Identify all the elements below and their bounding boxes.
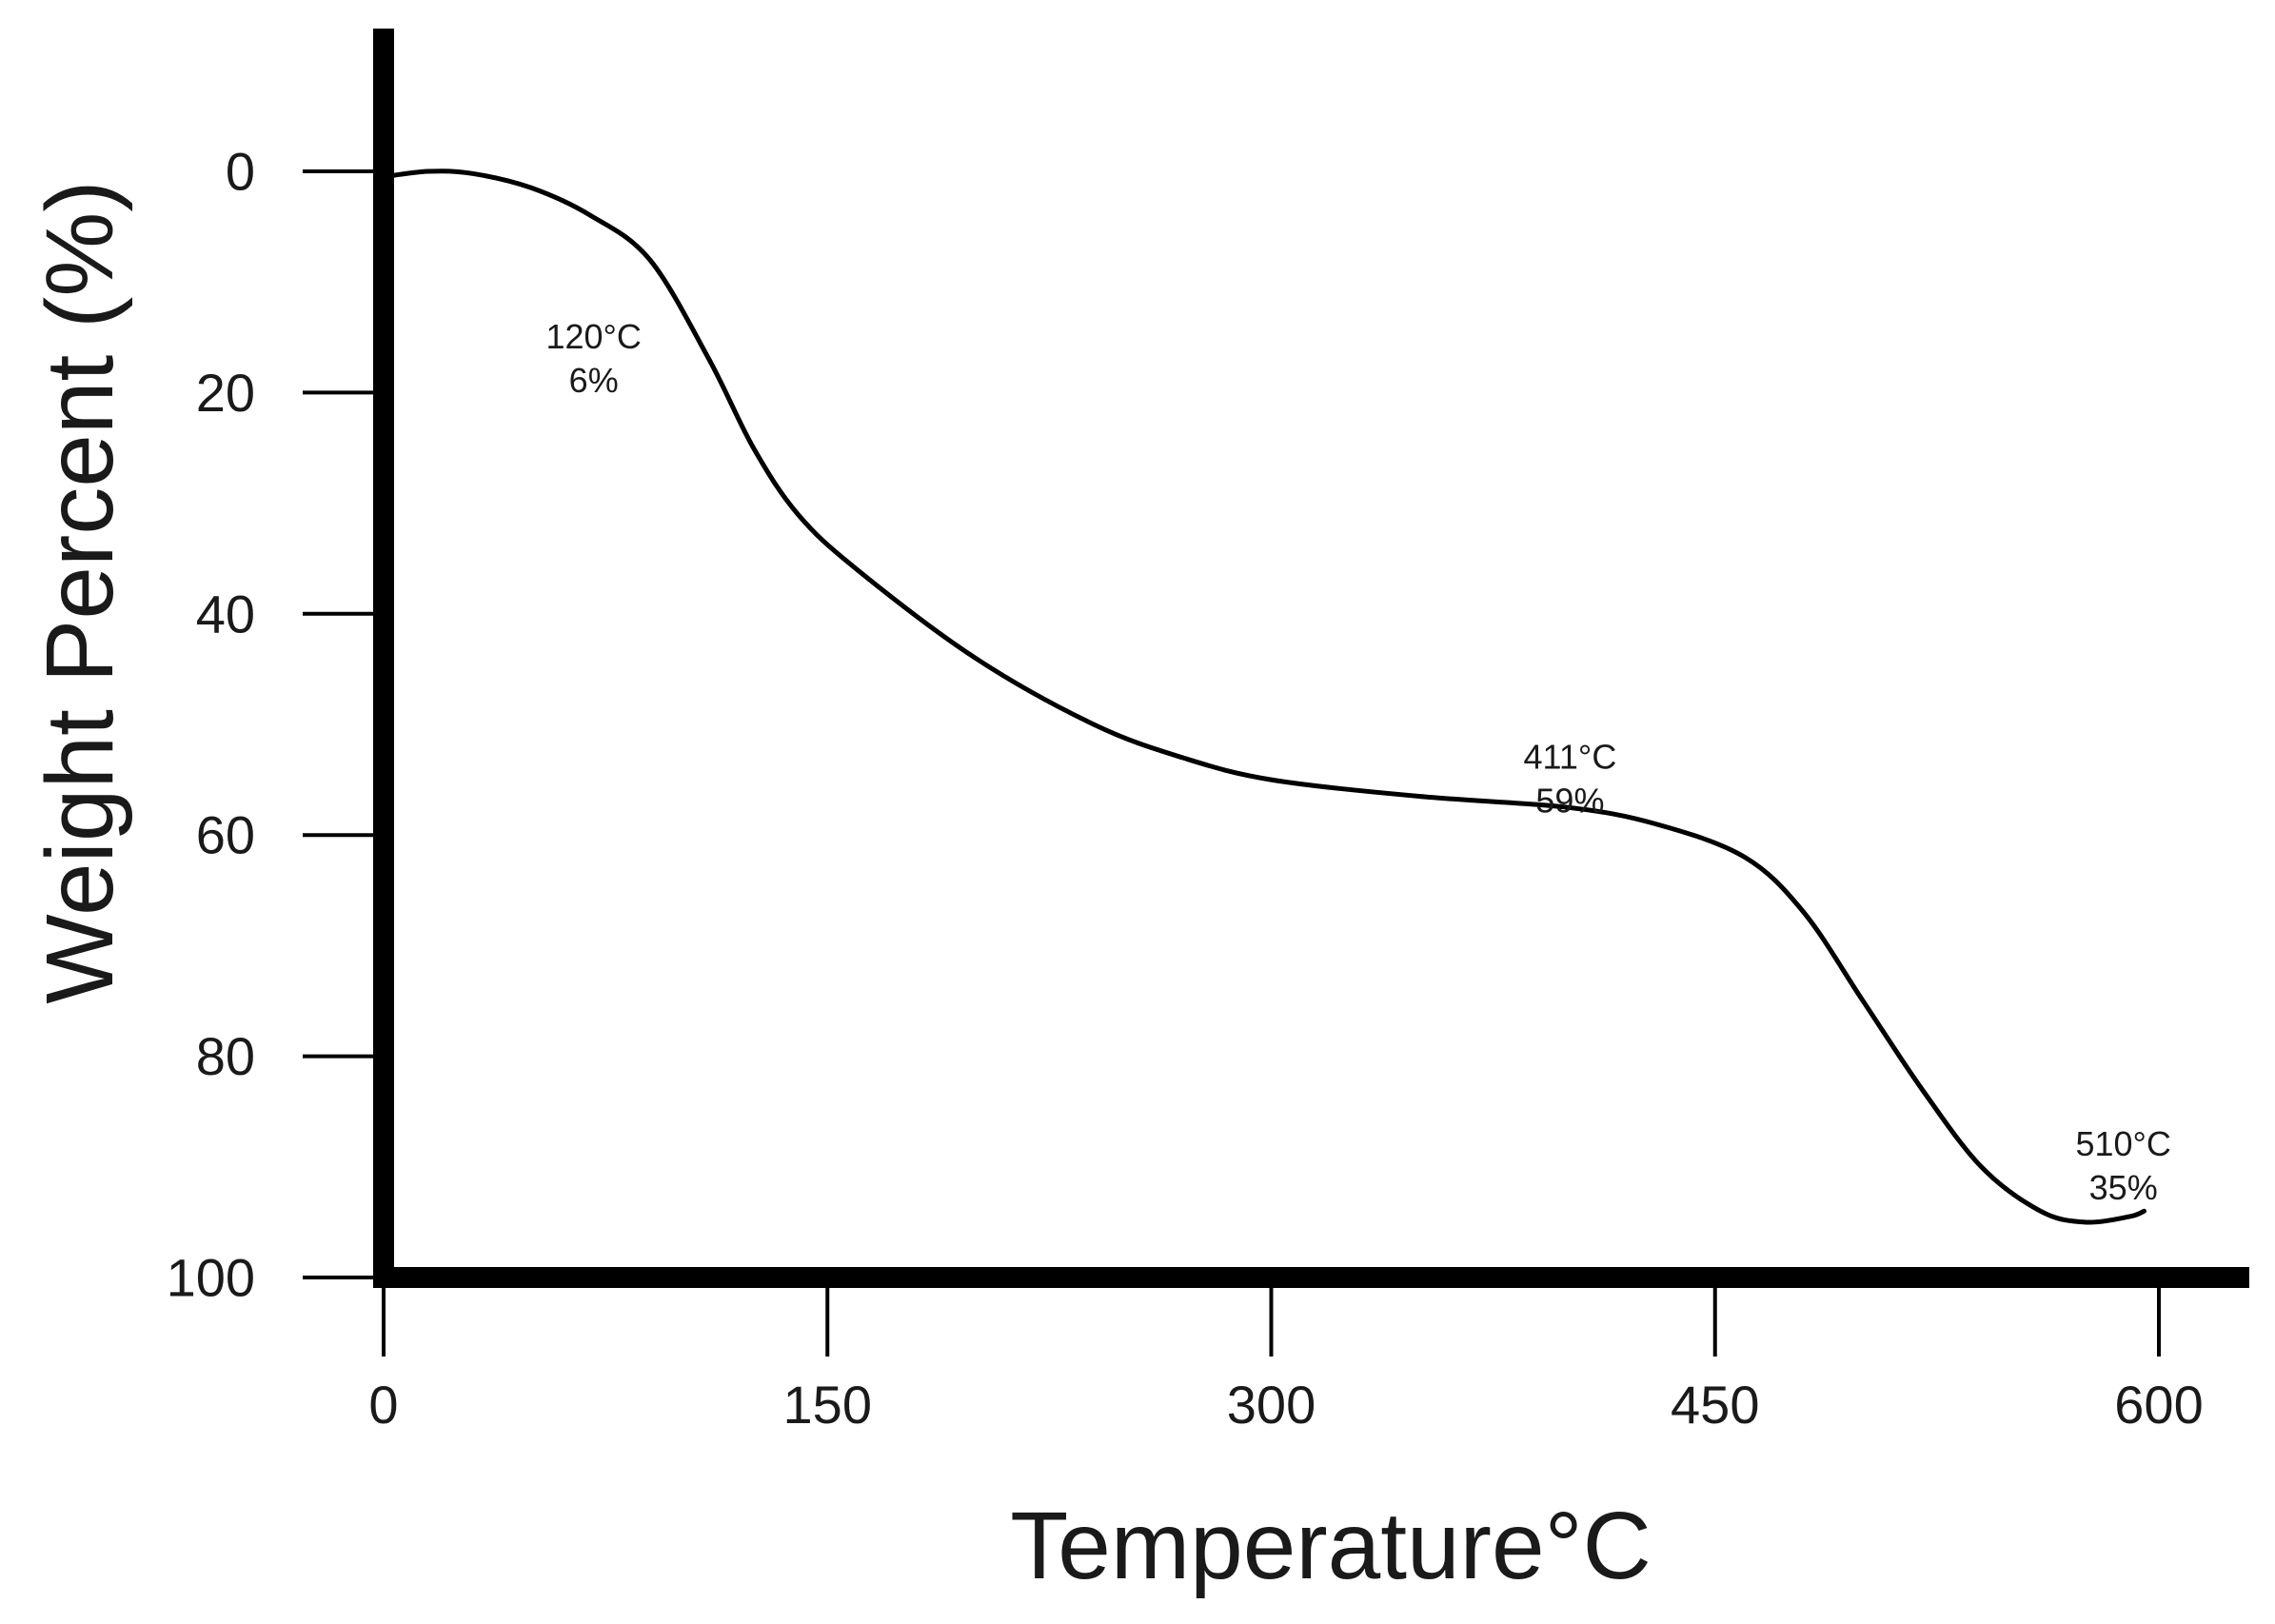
y-tick-label: 0 (226, 142, 255, 202)
y-tick-label: 60 (196, 805, 255, 865)
annotation-label: 510°C 35% (2075, 1124, 2170, 1207)
y-tick-label: 40 (196, 584, 255, 644)
x-axis-ticks: 0 150 300 450 600 (368, 1277, 2204, 1435)
y-axis-title: Weight Percent (%) (27, 180, 133, 1003)
y-tick-label: 80 (196, 1026, 255, 1086)
x-tick-label: 300 (1227, 1375, 1316, 1435)
annotation-label: 120°C 6% (545, 317, 641, 400)
annotations: 120°C 6% 411°C 59% 510°C 35% (545, 317, 2170, 1207)
x-tick-label: 450 (1671, 1375, 1759, 1435)
x-tick-label: 0 (368, 1375, 398, 1435)
weight-loss-curve (381, 168, 2146, 1225)
x-axis-title: Temperature°C (1010, 1493, 1652, 1599)
y-axis-ticks: 0 20 40 60 80 100 (167, 142, 384, 1308)
annotation-label: 411°C 59% (1524, 737, 1617, 820)
y-tick-label: 100 (167, 1248, 255, 1308)
y-tick-label: 20 (196, 363, 255, 423)
x-tick-label: 150 (783, 1375, 872, 1435)
x-tick-label: 600 (2114, 1375, 2203, 1435)
